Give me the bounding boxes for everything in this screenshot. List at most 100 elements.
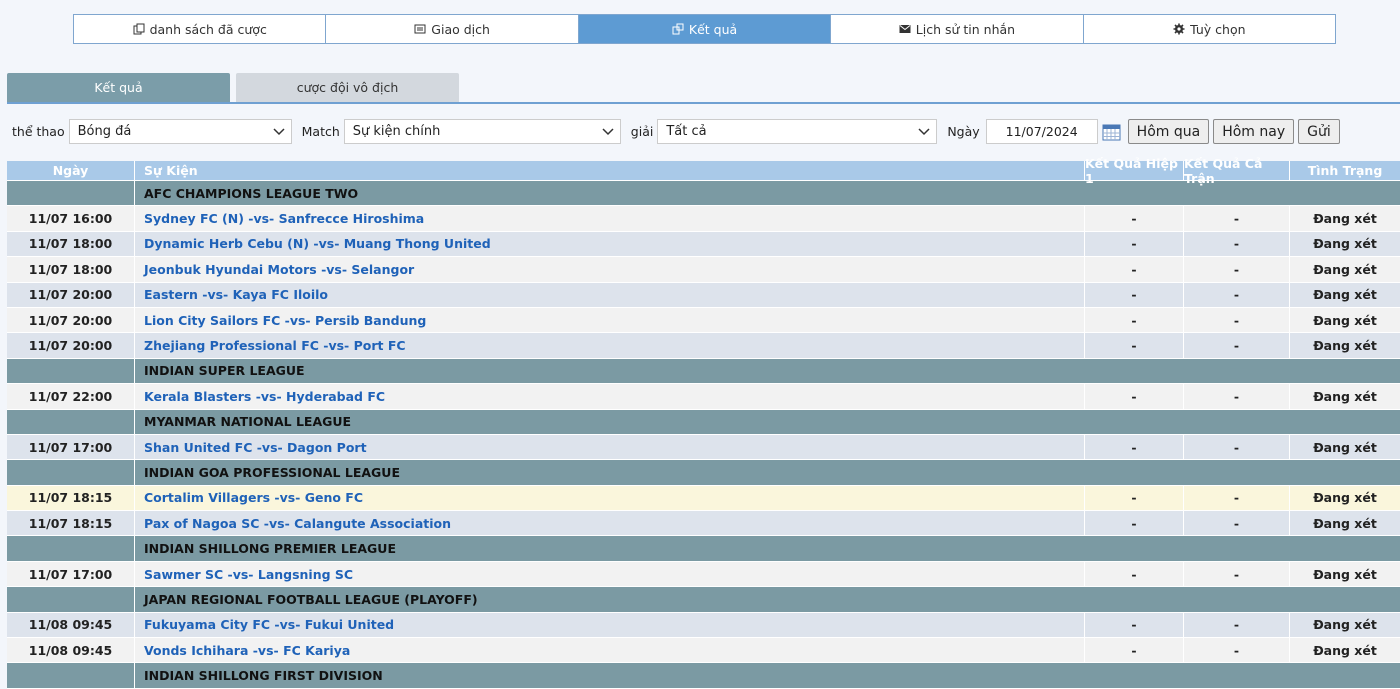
filter-bar: thể thao Bóng đá Match Sự kiện chính giả…: [12, 118, 1340, 145]
nav-item[interactable]: Lịch sử tin nhắn: [831, 15, 1084, 43]
event-link[interactable]: Dynamic Herb Cebu (N) -vs- Muang Thong U…: [144, 236, 491, 252]
match-row: 11/07 18:15 Cortalim Villagers -vs- Geno …: [7, 485, 1400, 512]
event-link[interactable]: Fukuyama City FC -vs- Fukui United: [144, 617, 395, 633]
full-time-result: -: [1184, 485, 1290, 511]
calendar-icon[interactable]: [1102, 123, 1122, 141]
event-link[interactable]: Jeonbuk Hyundai Motors -vs- Selangor: [144, 261, 415, 277]
cell: Dynamic Herb Cebu (N) -vs- Muang Thong U…: [135, 231, 1085, 257]
match-row: 11/07 18:15 Pax of Nagoa SC -vs- Calangut…: [7, 511, 1400, 537]
select-value: Tất cả: [666, 124, 707, 139]
nav-item[interactable]: Tuỳ chọn: [1084, 15, 1335, 43]
event-link[interactable]: Shan United FC -vs- Dagon Port: [144, 439, 367, 455]
cell: Sydney FC (N) -vs- Sanfrecce Hiroshima: [135, 206, 1085, 231]
event-link[interactable]: Zhejiang Professional FC -vs- Port FC: [144, 338, 406, 354]
cell: Jeonbuk Hyundai Motors -vs- Selangor: [135, 257, 1085, 282]
event-link[interactable]: Sydney FC (N) -vs- Sanfrecce Hiroshima: [144, 211, 425, 227]
match-row: 11/08 09:45 Vonds Ichihara -vs- FC Kariya…: [7, 638, 1400, 664]
full-time-result: -: [1184, 434, 1290, 460]
full-time-result: -: [1184, 257, 1290, 282]
tab[interactable]: cược đội vô địch: [236, 73, 459, 102]
league-row: MYANMAR NATIONAL LEAGUE: [7, 409, 1400, 435]
match-time: 11/08 09:45: [7, 638, 135, 663]
header-cell: Ngày: [7, 161, 135, 180]
league-name: INDIAN SHILLONG FIRST DIVISION: [144, 668, 383, 684]
league-spacer: [7, 587, 135, 612]
tab-bar: Kết quả cược đội vô địch: [7, 73, 1400, 104]
nav-item[interactable]: Giao dịch: [326, 15, 579, 43]
match-row: 11/07 17:00 Shan United FC -vs- Dagon Por…: [7, 434, 1400, 461]
full-time-result: -: [1184, 511, 1290, 536]
league-name: INDIAN GOA PROFESSIONAL LEAGUE: [144, 464, 400, 480]
match-time: 11/07 20:00: [7, 282, 135, 307]
full-time-result: -: [1184, 561, 1290, 587]
icon: [899, 25, 911, 33]
nav-label: Giao dịch: [431, 21, 490, 37]
half-time-result: -: [1085, 434, 1184, 460]
match-row: 11/07 20:00 Eastern -vs- Kaya FC Iloilo - -…: [7, 282, 1400, 308]
league-row: AFC CHAMPIONS LEAGUE TWO: [7, 181, 1400, 207]
match-row: 11/07 18:00 Dynamic Herb Cebu (N) -vs- Mu…: [7, 231, 1400, 258]
league-select[interactable]: Tất cả: [657, 119, 938, 144]
filter-label: giải: [630, 124, 654, 139]
status: Đang xét: [1313, 642, 1377, 658]
top-nav: danh sách đã cược Giao dịch Kết quả Lịch…: [73, 14, 1336, 44]
match-row: 11/07 22:00 Kerala Blasters -vs- Hyderaba…: [7, 384, 1400, 410]
status: Đang xét: [1313, 566, 1377, 582]
league-spacer: [7, 409, 135, 434]
full-time-result: -: [1184, 282, 1290, 307]
button[interactable]: Hôm qua: [1127, 119, 1210, 144]
nav-item[interactable]: danh sách đã cược: [74, 15, 327, 43]
full-time-result: -: [1184, 206, 1290, 231]
button[interactable]: Hôm nay: [1213, 119, 1295, 144]
nav-item[interactable]: Kết quả: [578, 15, 832, 43]
icon: [133, 23, 145, 35]
event-link[interactable]: Sawmer SC -vs- Langsning SC: [144, 566, 354, 582]
filter-label: thể thao: [12, 124, 65, 139]
half-time-result: -: [1085, 333, 1184, 358]
header-cell: Sự Kiện: [135, 161, 1085, 180]
match-time: 11/08 09:45: [7, 612, 135, 638]
full-time-result: -: [1184, 612, 1290, 638]
filter-label: Match: [301, 124, 340, 139]
match-time: 11/07 18:15: [7, 485, 135, 511]
event-link[interactable]: Lion City Sailors FC -vs- Persib Bandung: [144, 312, 427, 328]
status: Đang xét: [1313, 515, 1377, 531]
half-time-result: -: [1085, 257, 1184, 282]
header-cell: Tình Trạng: [1307, 163, 1383, 178]
status: Đang xét: [1313, 338, 1377, 354]
event-link[interactable]: Eastern -vs- Kaya FC Iloilo: [144, 287, 329, 303]
match-time: 11/07 18:00: [7, 231, 135, 257]
match-time: 11/07 17:00: [7, 434, 135, 460]
event-link[interactable]: Vonds Ichihara -vs- FC Kariya: [144, 642, 351, 658]
icon: [1173, 23, 1185, 35]
league-spacer: [7, 181, 135, 206]
event-link[interactable]: Cortalim Villagers -vs- Geno FC: [144, 490, 364, 506]
status: Đang xét: [1313, 490, 1377, 506]
cell: Vonds Ichihara -vs- FC Kariya: [135, 638, 1085, 663]
cell: Shan United FC -vs- Dagon Port: [135, 434, 1085, 460]
half-time-result: -: [1085, 307, 1184, 333]
half-time-result: -: [1085, 282, 1184, 307]
full-time-result: -: [1184, 638, 1290, 663]
match-time: 11/07 22:00: [7, 384, 135, 409]
icon: [672, 23, 684, 35]
date-input[interactable]: 11/07/2024: [985, 119, 1098, 144]
half-time-result: -: [1085, 638, 1184, 663]
tab[interactable]: Kết quả: [7, 73, 230, 102]
cell: Fukuyama City FC -vs- Fukui United: [135, 612, 1085, 638]
sport-select[interactable]: Bóng đá: [68, 119, 292, 144]
league-name: INDIAN SUPER LEAGUE: [144, 363, 305, 379]
select-value: Bóng đá: [77, 124, 132, 139]
league-spacer: [7, 460, 135, 485]
filter-label: Ngày: [947, 124, 980, 139]
status: Đang xét: [1313, 439, 1377, 455]
button[interactable]: Gửi: [1298, 119, 1340, 144]
league-row: INDIAN SHILLONG PREMIER LEAGUE: [7, 536, 1400, 562]
league-row: JAPAN REGIONAL FOOTBALL LEAGUE (PLAYOFF): [7, 587, 1400, 613]
event-link[interactable]: Kerala Blasters -vs- Hyderabad FC: [144, 388, 386, 404]
match-row: 11/08 09:45 Fukuyama City FC -vs- Fukui U…: [7, 612, 1400, 639]
cell: Pax of Nagoa SC -vs- Calangute Associati…: [135, 511, 1085, 536]
event-link[interactable]: Pax of Nagoa SC -vs- Calangute Associati…: [144, 515, 452, 531]
status: Đang xét: [1313, 287, 1377, 303]
match-select[interactable]: Sự kiện chính: [343, 119, 621, 144]
